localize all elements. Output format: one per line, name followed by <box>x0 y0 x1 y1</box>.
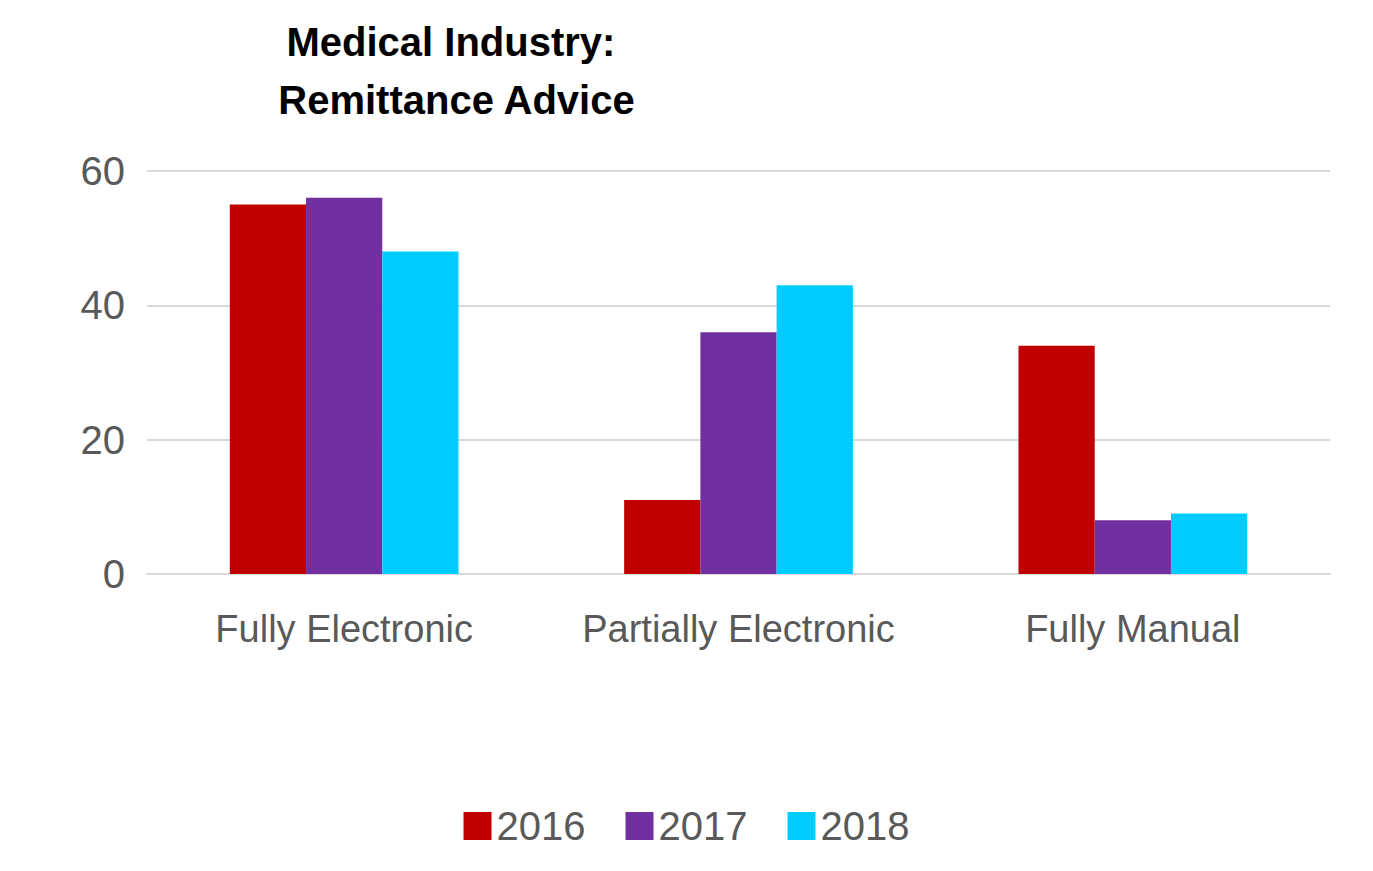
svg-text:Remittance Advice: Remittance Advice <box>278 78 634 122</box>
svg-text:40: 40 <box>81 283 126 327</box>
svg-text:Fully Electronic: Fully Electronic <box>215 608 473 650</box>
svg-text:Medical Industry:: Medical Industry: <box>286 20 626 64</box>
svg-text:Fully Manual: Fully Manual <box>1025 608 1240 650</box>
svg-text:2018: 2018 <box>820 804 909 848</box>
svg-text:20: 20 <box>81 418 126 462</box>
svg-text:Partially Electronic: Partially Electronic <box>582 608 895 650</box>
svg-text:60: 60 <box>81 149 126 193</box>
svg-text:2016: 2016 <box>497 804 586 848</box>
svg-text:2017: 2017 <box>659 804 748 848</box>
svg-text:0: 0 <box>103 552 125 596</box>
